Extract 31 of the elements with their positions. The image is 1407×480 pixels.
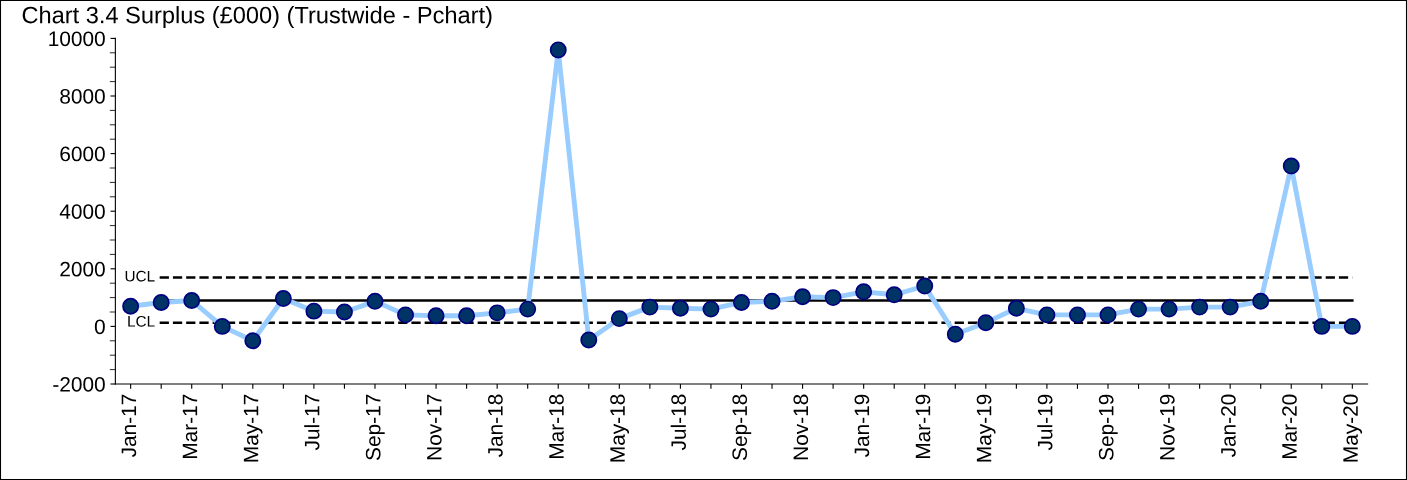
ref-line-label: UCL bbox=[125, 270, 155, 282]
y-tick-label: 8000 bbox=[60, 89, 105, 104]
x-tick-label: Sep-18 bbox=[732, 394, 752, 460]
y-tick-label: 6000 bbox=[60, 146, 105, 162]
y-tick-label: -2000 bbox=[53, 377, 105, 392]
y-tick-label: 10000 bbox=[49, 31, 105, 47]
x-tick-label: May-19 bbox=[976, 394, 996, 462]
x-tick-label: May-18 bbox=[610, 394, 630, 462]
x-tick-label: Mar-18 bbox=[549, 394, 564, 458]
x-tick-label: Nov-17 bbox=[427, 394, 442, 460]
x-tick-label: Jan-20 bbox=[1221, 394, 1236, 458]
x-tick-label: Jul-18 bbox=[670, 394, 686, 451]
x-tick-label: Nov-18 bbox=[793, 394, 809, 460]
x-tick-label: Jan-17 bbox=[121, 394, 137, 458]
x-tick-label: Mar-17 bbox=[182, 394, 198, 458]
x-tick-label: Nov-19 bbox=[1159, 394, 1175, 460]
x-tick-label: Jul-17 bbox=[304, 394, 320, 451]
x-tick-label: May-17 bbox=[243, 394, 263, 462]
y-tick-label: 2000 bbox=[60, 261, 105, 277]
x-tick-label: Mar-19 bbox=[915, 394, 931, 458]
y-tick-label: 0 bbox=[94, 319, 105, 335]
x-tick-label: Jan-19 bbox=[854, 394, 870, 458]
x-tick-label: Mar-20 bbox=[1282, 394, 1297, 458]
x-tick-label: Sep-19 bbox=[1098, 394, 1118, 460]
x-tick-label: Jan-18 bbox=[487, 394, 503, 458]
x-tick-label: May-20 bbox=[1343, 394, 1363, 462]
ref-line-label: LCL bbox=[128, 315, 155, 327]
x-tick-label: Jul-19 bbox=[1037, 394, 1053, 451]
x-tick-label: Sep-17 bbox=[365, 394, 385, 460]
y-tick-label: 4000 bbox=[59, 204, 105, 219]
chart-title: Chart 3.4 Surplus (£000) (Trustwide - Pchart) bbox=[22, 6, 492, 29]
